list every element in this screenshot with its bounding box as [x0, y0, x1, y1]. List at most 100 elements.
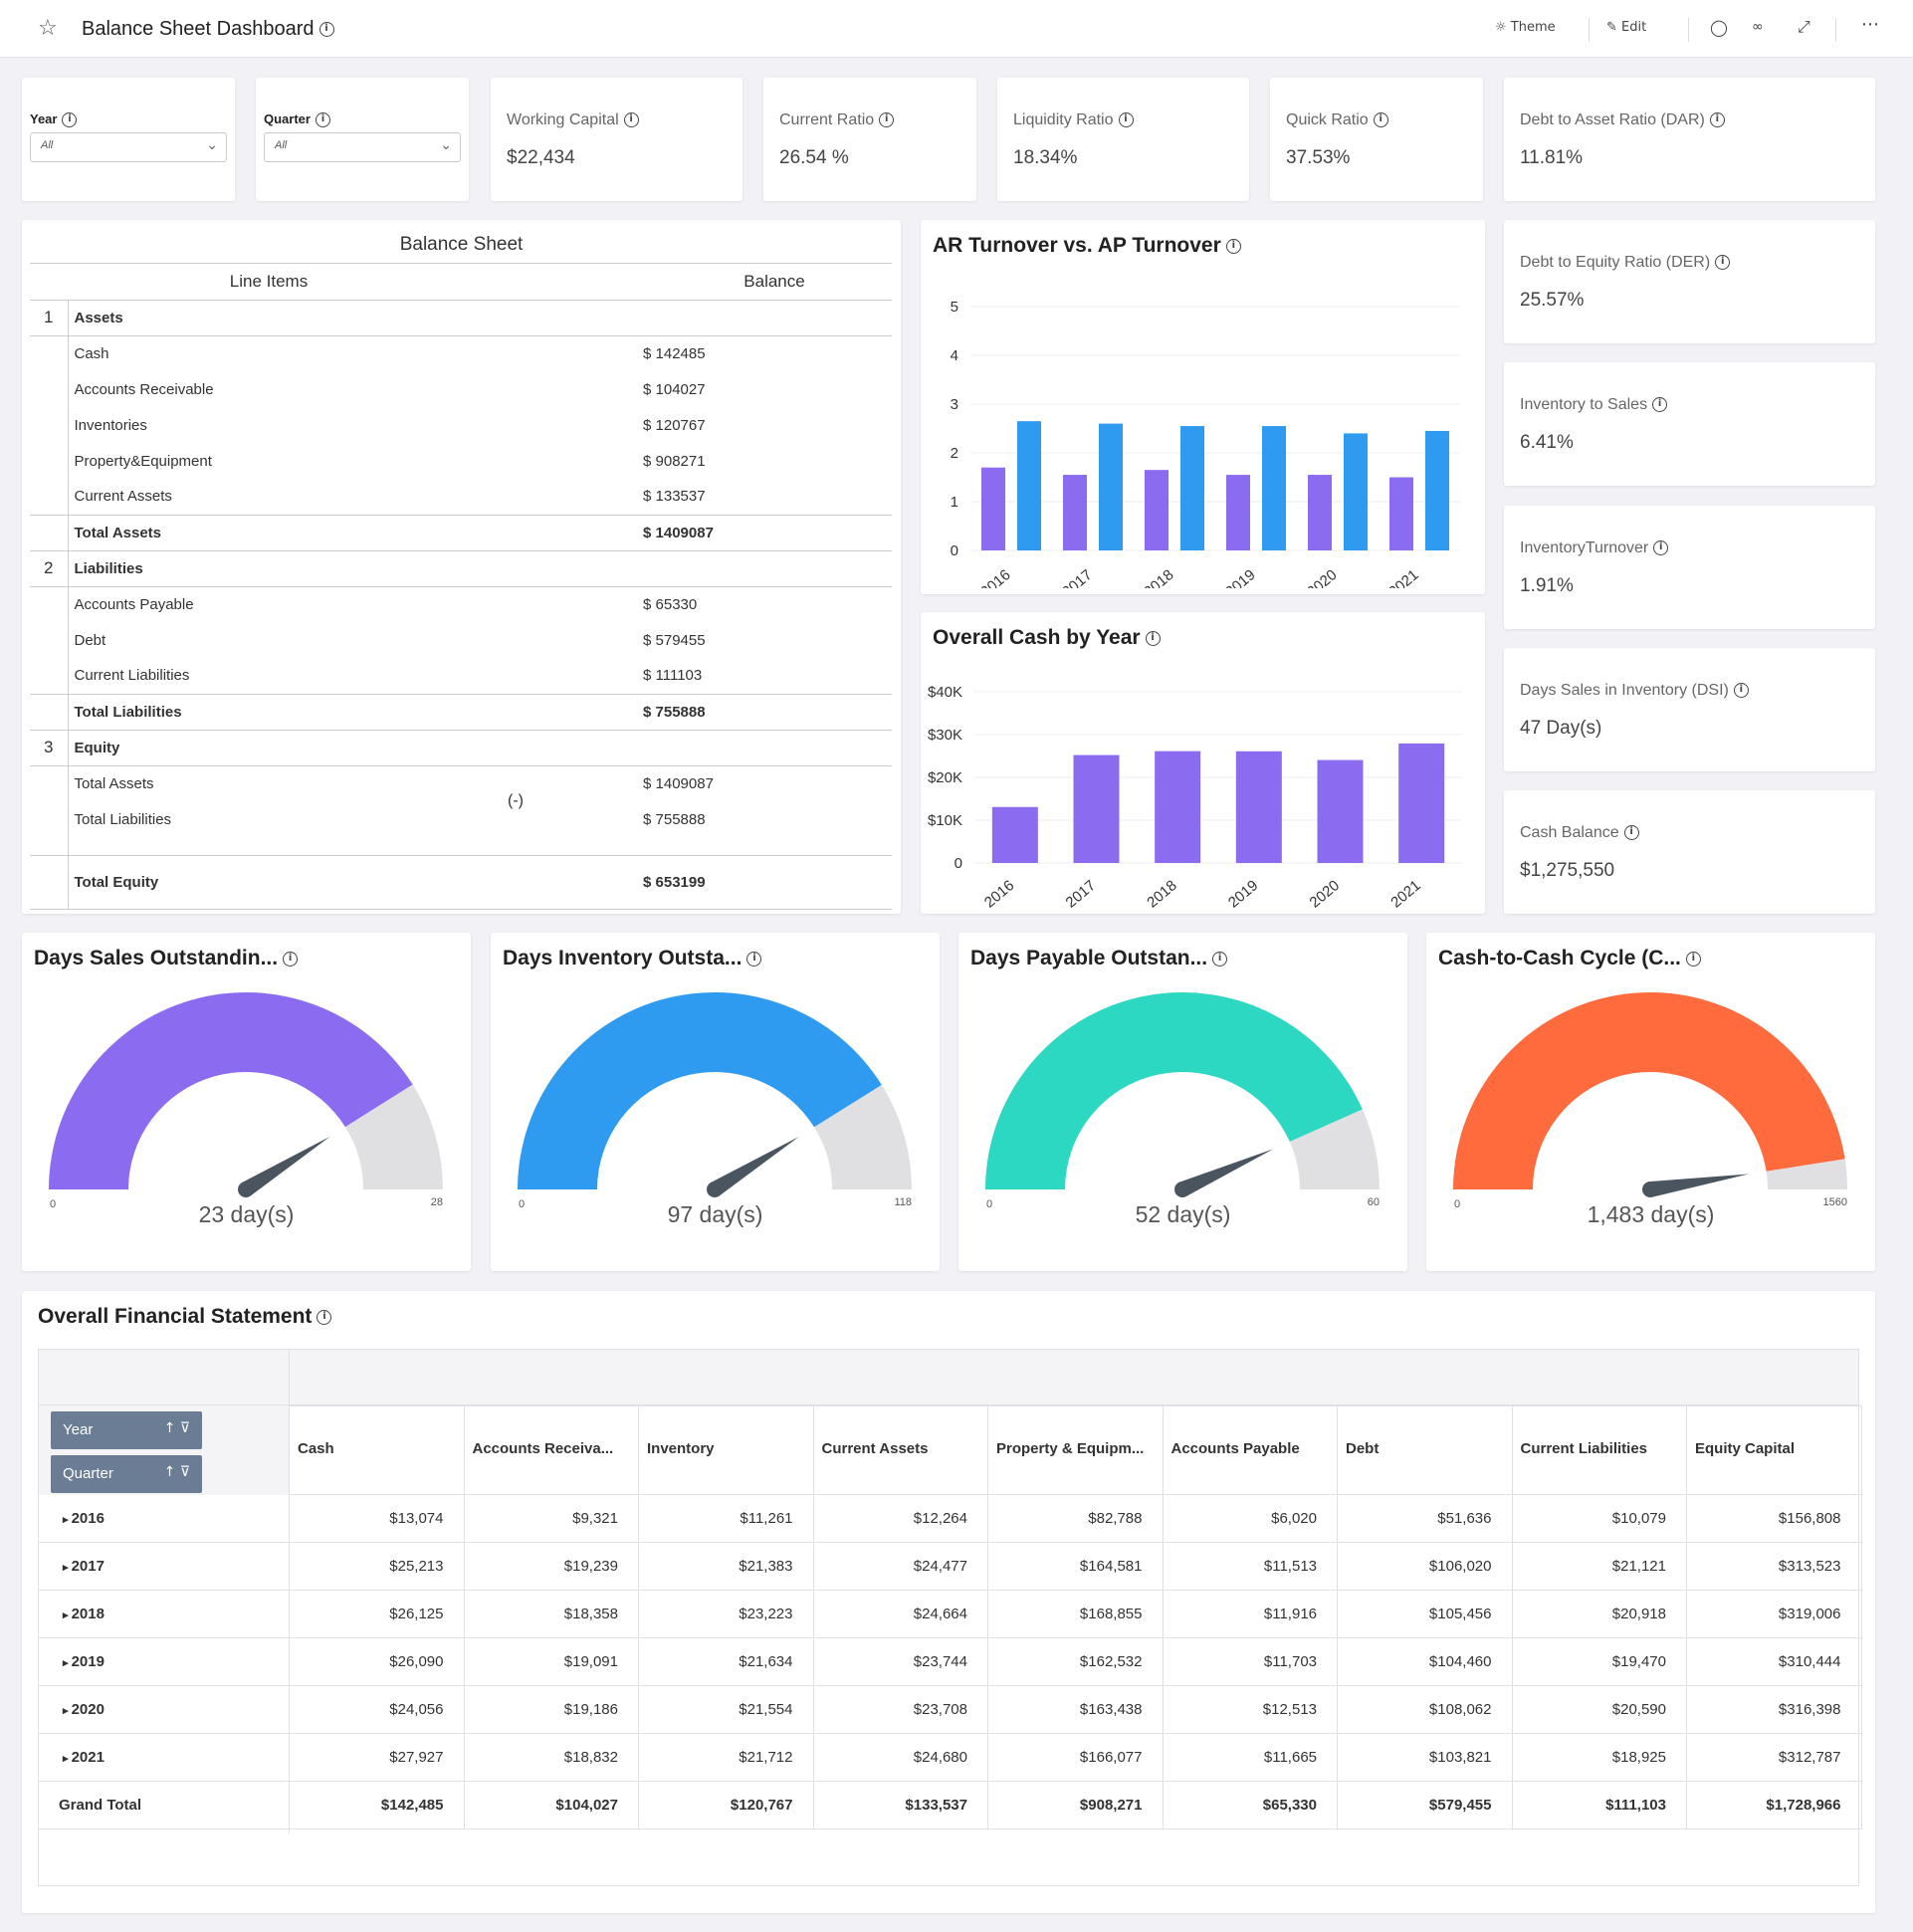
table-row: Cash $ 142485 [30, 335, 892, 371]
table-cell [508, 300, 637, 335]
info-icon[interactable]: i [319, 22, 334, 38]
theme-button[interactable]: ☼ Theme [1495, 20, 1556, 35]
bar[interactable] [1344, 433, 1368, 550]
expand-arrow-icon[interactable]: ▸ [63, 1562, 72, 1574]
table-cell [508, 730, 637, 765]
row-label[interactable]: ▸ 2016 [39, 1495, 289, 1543]
gauge-needle-hub [1174, 1181, 1190, 1197]
info-icon[interactable]: i [1225, 238, 1241, 254]
bar[interactable] [1155, 751, 1201, 863]
info-icon[interactable]: i [623, 112, 639, 128]
expand-arrow-icon[interactable]: ▸ [63, 1657, 72, 1669]
kpi-inventory-to-sales: Inventory to Sales i 6.41% [1504, 362, 1875, 486]
bar[interactable] [1180, 426, 1204, 550]
bar[interactable] [991, 806, 1038, 863]
info-icon[interactable]: i [1623, 825, 1639, 841]
line-value: $ 111103 [643, 667, 703, 685]
info-icon[interactable]: i [1652, 397, 1668, 413]
info-icon[interactable]: i [1212, 951, 1228, 966]
expand-arrow-icon[interactable]: ▸ [63, 1705, 72, 1717]
line-item: Property&Equipment [74, 452, 212, 470]
info-icon[interactable]: i [1733, 683, 1749, 699]
year-select[interactable]: All ⌄ [30, 132, 227, 162]
total-cell: $142,485 [290, 1782, 465, 1829]
bar[interactable] [1073, 754, 1120, 863]
info-icon[interactable]: i [1653, 540, 1669, 556]
info-icon[interactable]: i [1118, 112, 1134, 128]
column-header[interactable]: Debt [1338, 1405, 1513, 1495]
pencil-icon: ✎ [1606, 20, 1617, 35]
comment-icon[interactable]: ◯ [1710, 18, 1728, 37]
kpi-value: $1,275,550 [1520, 860, 1615, 881]
row-label[interactable]: ▸ 2018 [39, 1591, 289, 1638]
kpi-liquidity-ratio: Liquidity Ratio i 18.34% [997, 78, 1249, 201]
quarter-select[interactable]: All ⌄ [264, 132, 461, 162]
row-label[interactable]: ▸ 2020 [39, 1686, 289, 1734]
pill-quarter[interactable]: Quarter ↑ ⊽ [51, 1455, 202, 1493]
line-item: Current Assets [74, 488, 172, 506]
table-row: Debt $ 579455 [30, 622, 892, 658]
bar[interactable] [1017, 421, 1041, 550]
info-icon[interactable]: i [1145, 630, 1161, 646]
info-icon[interactable]: i [283, 951, 299, 966]
info-icon[interactable]: i [1685, 951, 1701, 966]
table-cell [30, 658, 69, 694]
bar[interactable] [1317, 759, 1364, 863]
row-label[interactable]: ▸ 2019 [39, 1638, 289, 1686]
table-cell: $82,788 [988, 1495, 1164, 1543]
line-item: Inventories [74, 416, 147, 434]
gauge-remaining-arc [1766, 1159, 1847, 1189]
column-header[interactable]: Current Assets [813, 1405, 988, 1495]
bar[interactable] [1308, 475, 1332, 550]
bar[interactable] [1099, 423, 1123, 550]
column-header[interactable]: Property & Equipm... [988, 1405, 1164, 1495]
pill-year[interactable]: Year ↑ ⊽ [51, 1411, 202, 1449]
table-cell: $13,074 [290, 1495, 465, 1543]
more-options-icon[interactable]: ⋯ [1861, 14, 1879, 35]
sort-filter-icon[interactable]: ↑ ⊽ [163, 1420, 190, 1436]
info-icon[interactable]: i [1709, 112, 1725, 128]
info-icon[interactable]: i [315, 112, 330, 128]
info-icon[interactable]: i [62, 112, 78, 128]
info-icon[interactable]: i [879, 112, 895, 128]
column-header[interactable]: Equity Capital [1687, 1405, 1862, 1495]
star-icon[interactable]: ☆ [38, 16, 58, 41]
column-header[interactable]: Cash [290, 1405, 465, 1495]
table-cell [508, 515, 637, 550]
bar[interactable] [1226, 475, 1250, 550]
column-header[interactable]: Accounts Payable [1163, 1405, 1338, 1495]
bar[interactable] [1063, 475, 1087, 550]
gauge-value: 52 day(s) [1135, 1201, 1231, 1227]
column-header[interactable]: Accounts Receiva... [464, 1405, 639, 1495]
table-cell: $19,239 [464, 1543, 639, 1591]
info-icon[interactable]: i [1715, 255, 1731, 271]
kpi-working-capital: Working Capital i $22,434 [491, 78, 743, 201]
bar[interactable] [1389, 477, 1413, 551]
section-row: 2 Liabilities [30, 550, 892, 586]
expand-icon[interactable]: ⤢ [1798, 17, 1810, 36]
table-row: Property&Equipment $ 908271 [30, 443, 892, 479]
line-value: $ 65330 [643, 595, 698, 613]
row-label[interactable]: ▸ 2021 [39, 1734, 289, 1782]
column-header[interactable]: Inventory [639, 1405, 814, 1495]
expand-arrow-icon[interactable]: ▸ [63, 1610, 72, 1621]
bar[interactable] [1398, 743, 1445, 863]
row-label[interactable]: ▸ 2017 [39, 1543, 289, 1591]
bar[interactable] [1145, 470, 1169, 550]
bar[interactable] [1425, 430, 1449, 550]
bar[interactable] [1262, 426, 1286, 550]
info-icon[interactable]: i [317, 1309, 332, 1325]
info-icon[interactable]: i [746, 951, 762, 966]
bar[interactable] [981, 467, 1005, 550]
expand-arrow-icon[interactable]: ▸ [63, 1514, 72, 1526]
column-header[interactable]: Current Liabilities [1512, 1405, 1687, 1495]
table-cell: $27,927 [290, 1734, 465, 1782]
table-cell: $18,925 [1512, 1734, 1687, 1782]
edit-button[interactable]: ✎ Edit [1606, 20, 1647, 35]
bar[interactable] [1235, 751, 1282, 863]
info-icon[interactable]: i [1373, 112, 1388, 128]
sort-filter-icon[interactable]: ↑ ⊽ [163, 1464, 190, 1480]
expand-arrow-icon[interactable]: ▸ [63, 1753, 72, 1765]
section-label: Liabilities [74, 559, 143, 577]
glasses-icon[interactable]: ∞ [1752, 19, 1764, 35]
